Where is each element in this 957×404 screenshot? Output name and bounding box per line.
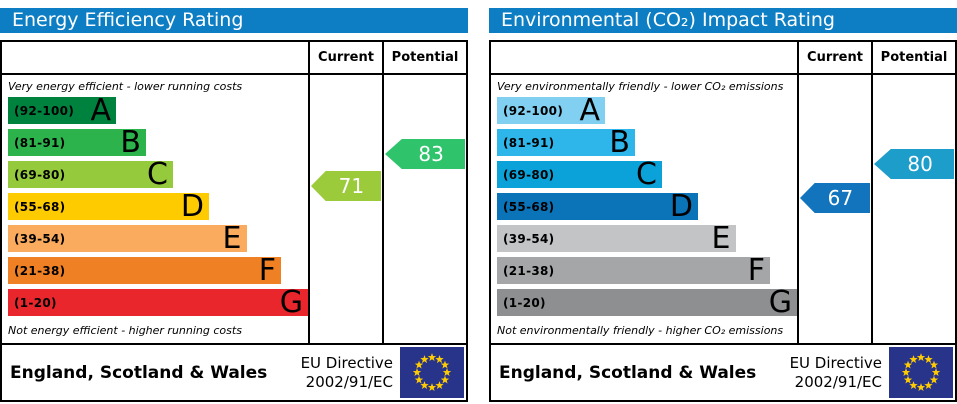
header-spacer-cell xyxy=(2,42,310,73)
band-letter: B xyxy=(120,124,141,160)
band-bar-c: (69-80) C xyxy=(8,156,173,192)
band-letter: D xyxy=(669,188,693,224)
band-letter: E xyxy=(711,220,731,256)
potential-rating-arrow: 83 xyxy=(385,139,465,169)
band-bar-e: (39-54) E xyxy=(8,220,247,256)
band-letter: B xyxy=(609,124,630,160)
band-range-label: (55-68) xyxy=(503,199,555,214)
eu-flag xyxy=(400,347,464,398)
header-col-current: Current xyxy=(310,42,384,73)
band-range-label: (81-91) xyxy=(503,135,555,150)
header-col-potential: Potential xyxy=(880,50,948,65)
band-range-label: (92-100) xyxy=(14,103,75,118)
eu-flag-icon xyxy=(400,347,464,398)
band-range-label: (21-38) xyxy=(14,263,66,278)
band-range-label: (69-80) xyxy=(503,167,555,182)
current-rating-arrow: 67 xyxy=(800,183,870,213)
band-range-label: (92-100) xyxy=(503,103,564,118)
potential-rating-cell: 80 xyxy=(873,75,955,343)
band-letter: C xyxy=(636,156,657,192)
rating-table: Current Potential Very energy efficient … xyxy=(0,40,468,402)
band-bar-g: (1-20) G xyxy=(497,284,797,320)
table-body-row: Very environmentally friendly - lower CO… xyxy=(491,75,955,343)
caption-bottom: Not energy efficient - higher running co… xyxy=(8,324,242,337)
panel-energy-efficiency: Energy Efficiency Rating Current Potenti… xyxy=(0,0,468,402)
footer-region-label: England, Scotland & Wales xyxy=(499,362,757,383)
band-bar-g: (1-20) G xyxy=(8,284,308,320)
eu-directive-line2: 2002/91/EC xyxy=(305,372,393,391)
band-bar-f: (21-38) F xyxy=(497,252,770,288)
eu-directive-line2: 2002/91/EC xyxy=(794,372,882,391)
table-header-row: Current Potential xyxy=(491,42,955,75)
current-rating-cell: 67 xyxy=(799,75,873,343)
caption-bottom: Not environmentally friendly - higher CO… xyxy=(497,324,784,337)
band-bar-b: (81-91) B xyxy=(8,124,146,160)
band-bar-d: (55-68) D xyxy=(8,188,209,224)
band-letter: F xyxy=(747,252,765,288)
band-bar-f: (21-38) F xyxy=(8,252,281,288)
table-header-row: Current Potential xyxy=(2,42,466,75)
band-range-label: (69-80) xyxy=(14,167,66,182)
potential-rating-cell: 83 xyxy=(384,75,466,343)
panel-environmental-co2: Environmental (CO₂) Impact Rating Curren… xyxy=(489,0,957,402)
band-range-label: (39-54) xyxy=(14,231,66,246)
eu-directive-label: EU Directive 2002/91/EC xyxy=(301,354,400,392)
band-chart-area: Very energy efficient - lower running co… xyxy=(2,75,310,343)
eu-flag xyxy=(889,347,953,398)
current-rating-cell: 71 xyxy=(310,75,384,343)
band-letter: G xyxy=(279,284,303,320)
band-letter: E xyxy=(222,220,242,256)
caption-top: Very environmentally friendly - lower CO… xyxy=(497,80,784,93)
band-letter: A xyxy=(90,92,111,128)
band-range-label: (81-91) xyxy=(14,135,66,150)
band-range-label: (39-54) xyxy=(503,231,555,246)
band-chart-area: Very environmentally friendly - lower CO… xyxy=(491,75,799,343)
panel-title: Energy Efficiency Rating xyxy=(0,8,468,33)
band-bar-b: (81-91) B xyxy=(497,124,635,160)
band-letter: D xyxy=(180,188,204,224)
band-range-label: (55-68) xyxy=(14,199,66,214)
band-bar-d: (55-68) D xyxy=(497,188,698,224)
panel-title: Environmental (CO₂) Impact Rating xyxy=(489,8,957,33)
current-rating-arrow: 71 xyxy=(311,171,381,201)
band-letter: G xyxy=(768,284,792,320)
caption-top: Very energy efficient - lower running co… xyxy=(8,80,243,93)
band-range-label: (1-20) xyxy=(14,295,57,310)
band-bars: (92-100) A (81-91) B (69-80) C (55-68) D (39-54)… xyxy=(8,92,308,320)
eu-directive-label: EU Directive 2002/91/EC xyxy=(790,354,889,392)
band-bar-e: (39-54) E xyxy=(497,220,736,256)
eu-directive-line1: EU Directive xyxy=(300,353,393,372)
header-col-current: Current xyxy=(799,42,873,73)
table-footer-row: England, Scotland & Wales EU Directive 2… xyxy=(2,343,466,400)
table-body-row: Very energy efficient - lower running co… xyxy=(2,75,466,343)
eu-flag-icon xyxy=(889,347,953,398)
potential-rating-arrow: 80 xyxy=(874,149,954,179)
band-bar-a: (92-100) A xyxy=(497,92,605,128)
table-footer-row: England, Scotland & Wales EU Directive 2… xyxy=(491,343,955,400)
header-col-potential: Potential xyxy=(391,50,459,65)
band-bar-c: (69-80) C xyxy=(497,156,662,192)
band-range-label: (1-20) xyxy=(503,295,546,310)
band-bar-a: (92-100) A xyxy=(8,92,116,128)
header-spacer-cell xyxy=(491,42,799,73)
band-range-label: (21-38) xyxy=(503,263,555,278)
rating-table: Current Potential Very environmentally f… xyxy=(489,40,957,402)
band-letter: C xyxy=(147,156,168,192)
band-letter: A xyxy=(579,92,600,128)
band-bars: (92-100) A (81-91) B (69-80) C (55-68) D (39-54)… xyxy=(497,92,797,320)
footer-region-label: England, Scotland & Wales xyxy=(10,362,268,383)
eu-directive-line1: EU Directive xyxy=(789,353,882,372)
band-letter: F xyxy=(258,252,276,288)
